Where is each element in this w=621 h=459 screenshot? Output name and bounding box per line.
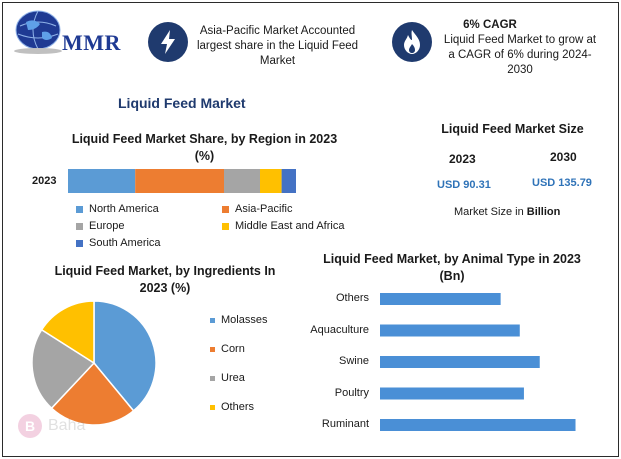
market-size-note-unit: Billion (526, 206, 561, 218)
animal-label-others: Others (335, 292, 369, 304)
lightning-bolt-icon (148, 22, 188, 62)
region-legend-europe: Europe (76, 220, 124, 232)
animal-label-poultry: Poultry (334, 386, 369, 399)
legend-swatch (222, 205, 229, 213)
watermark-logo-icon: B (18, 414, 42, 438)
ingredients-pie-chart (31, 300, 157, 426)
legend-label: South America (89, 237, 161, 249)
region-legend-asia-pacific: Asia-Pacific (222, 203, 292, 215)
legend-label: Europe (89, 220, 125, 232)
animal-chart-title: Liquid Feed Market, by Animal Type in 20… (323, 252, 581, 283)
region-chart-title: Liquid Feed Market Share, by Region in 2… (71, 132, 338, 163)
logo-text: MMR (62, 30, 121, 55)
region-bar-segment-middle-east-and-africa (260, 169, 282, 193)
legend-swatch (76, 239, 83, 247)
animal-bar-ruminant (380, 419, 576, 431)
region-legend-south-america: South America (76, 237, 161, 249)
legend-swatch (210, 404, 215, 410)
animal-label-ruminant: Ruminant (321, 418, 369, 430)
animal-bar-swine (380, 356, 540, 368)
legend-swatch (222, 222, 229, 230)
ingredients-legend-urea: Urea (210, 372, 245, 384)
region-bar-segment-north-america (68, 169, 136, 193)
region-category-label: 2023 (32, 175, 57, 187)
pie-slice-corn (50, 361, 135, 426)
legend-swatch (76, 205, 83, 213)
legend-swatch (210, 346, 215, 352)
info-asia-pacific-share: Asia-Pacific Market Accounted largest sh… (196, 25, 359, 67)
animal-type-bar-chart (380, 293, 576, 431)
animal-label-swine: Swine (339, 355, 369, 367)
pie-slice-others (40, 300, 95, 365)
ingredients-chart-title: Liquid Feed Market, by Ingredients In 20… (54, 264, 276, 295)
watermark-text: Baha (48, 417, 86, 434)
animal-bar-others (380, 293, 501, 305)
pie-slice-molasses (93, 300, 157, 412)
region-bar-segment-europe (224, 169, 260, 193)
region-legend-middle-east-and-africa: Middle East and Africa (222, 220, 344, 232)
ingredients-legend-corn: Corn (210, 343, 245, 355)
legend-label: Others (221, 401, 255, 413)
legend-label: Corn (221, 343, 245, 355)
legend-label: Middle East and Africa (235, 220, 345, 232)
region-stacked-bar (68, 169, 296, 193)
market-size-year-2023: 2023 (449, 152, 476, 166)
market-size-year-2030: 2030 (550, 150, 577, 164)
legend-label: North America (89, 203, 159, 215)
legend-label: Asia-Pacific (235, 203, 293, 215)
region-bar-segment-asia-pacific (135, 169, 224, 193)
market-size-note-prefix: Market Size in (454, 206, 527, 218)
watermark: B Baha (16, 412, 85, 440)
legend-label: Urea (221, 372, 245, 384)
market-size-value-2023: USD 90.31 (437, 179, 491, 191)
flame-icon (392, 22, 432, 62)
page-title: Liquid Feed Market (118, 95, 246, 111)
market-size-value-2030: USD 135.79 (532, 177, 592, 189)
legend-swatch (210, 375, 215, 381)
legend-swatch (210, 317, 215, 323)
cagr-body: Liquid Feed Market to grow at a CAGR of … (443, 34, 597, 76)
ingredients-legend-molasses: Molasses (210, 314, 267, 326)
cagr-title: 6% CAGR (463, 19, 517, 31)
animal-label-aquaculture: Aquaculture (310, 323, 369, 336)
globe-logo-icon (14, 10, 62, 54)
region-bar-segment-south-america (281, 169, 296, 193)
region-legend-north-america: North America (76, 203, 159, 215)
animal-bar-aquaculture (380, 324, 520, 337)
legend-swatch (76, 222, 83, 230)
animal-bar-poultry (380, 387, 524, 400)
market-size-title: Liquid Feed Market Size (441, 122, 584, 136)
svg-text:B: B (25, 418, 35, 434)
ingredients-legend-others: Others (210, 401, 254, 413)
market-size-note: Market Size in Billion (454, 206, 560, 218)
legend-label: Molasses (221, 314, 268, 326)
pie-slice-urea (31, 328, 96, 410)
